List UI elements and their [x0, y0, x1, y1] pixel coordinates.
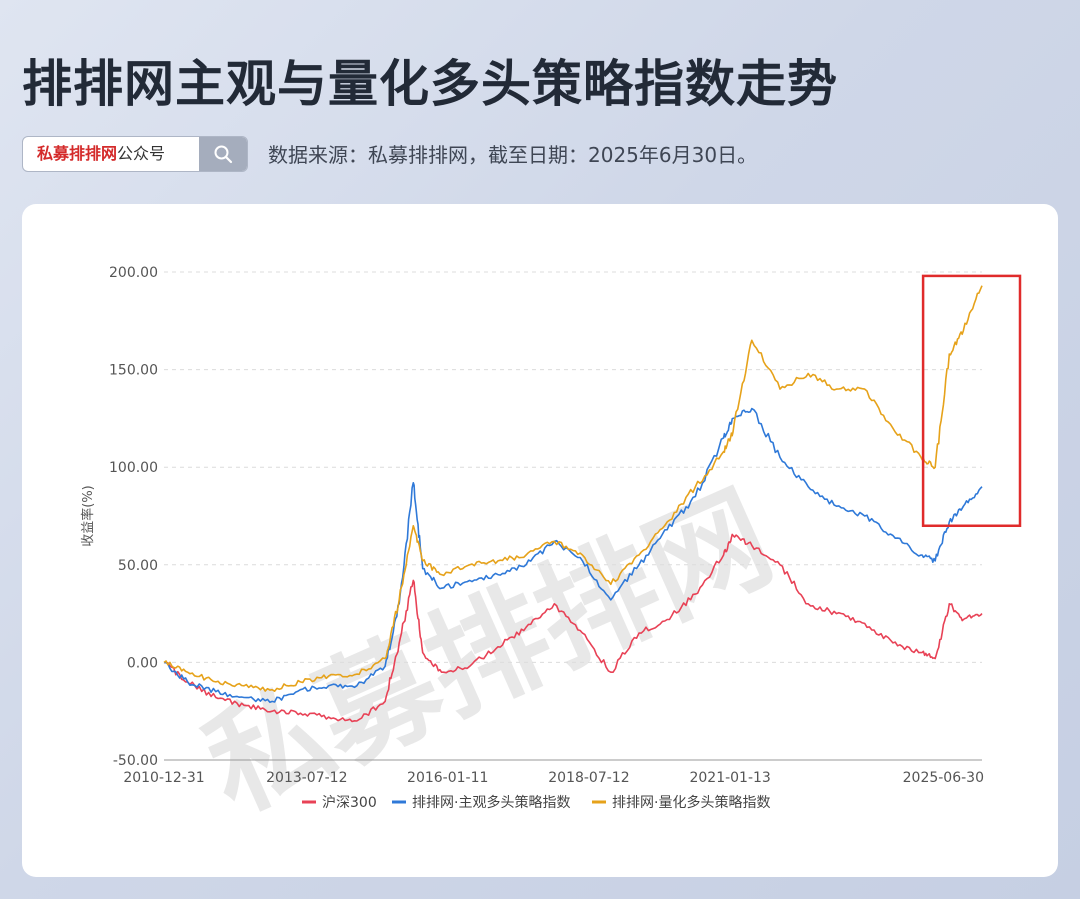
y-tick-label: 0.00 [127, 655, 158, 671]
x-tick-label: 2018-07-12 [548, 770, 629, 786]
y-axis-label: 收益率(%) [80, 485, 96, 547]
chart-card: 私募排排网 200.00 150.00 100.00 50.00 0.00 -50.00 2… [22, 204, 1058, 877]
legend-label: 排排网·量化多头策略指数 [612, 794, 770, 811]
y-tick-label: 50.00 [118, 558, 158, 574]
legend-label: 排排网·主观多头策略指数 [412, 794, 570, 811]
page-title: 排排网主观与量化多头策略指数走势 [22, 55, 838, 113]
y-tick-label: 200.00 [109, 265, 158, 281]
account-suffix: 公众号 [117, 144, 166, 163]
series-line [163, 285, 983, 692]
y-tick-label: 100.00 [109, 460, 158, 476]
x-tick-label: 2021-01-13 [689, 770, 770, 786]
y-tick-label: 150.00 [109, 363, 158, 379]
source-note: 数据来源：私募排排网，截至日期：2025年6月30日。 [268, 143, 758, 167]
highlight-box [921, 274, 1022, 528]
y-tick-label: -50.00 [113, 753, 158, 769]
account-label: 私募排排网公众号 [37, 137, 165, 171]
search-button[interactable] [199, 137, 247, 171]
x-tick-label: 2010-12-31 [123, 770, 204, 786]
legend-label: 沪深300 [322, 795, 377, 811]
x-tick-label: 2025-06-30 [903, 770, 984, 786]
search-icon [214, 145, 233, 164]
x-tick-label: 2016-01-11 [407, 770, 488, 786]
x-tick-label: 2013-07-12 [266, 770, 347, 786]
line-chart: 私募排排网 200.00150.00100.0050.000.00-50.002… [80, 265, 1022, 839]
series-line [163, 407, 983, 704]
series-line [163, 533, 983, 723]
account-search-box[interactable]: 私募排排网公众号 [22, 136, 248, 172]
account-highlight: 私募排排网 [37, 144, 118, 163]
